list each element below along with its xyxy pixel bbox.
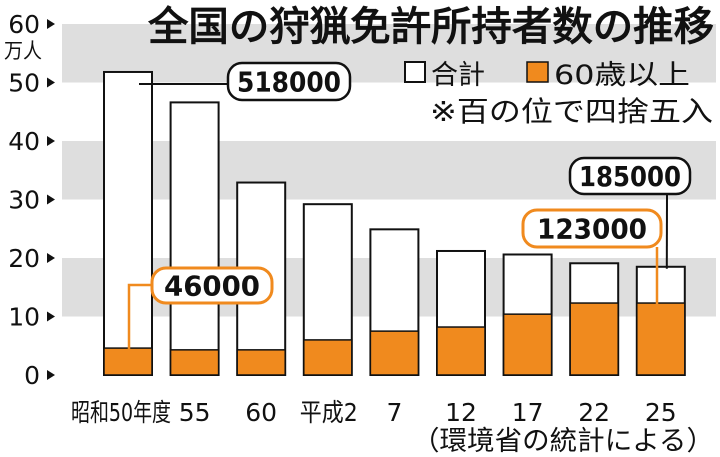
x-tick-label: 昭和50年度 xyxy=(71,398,171,427)
callout-total-first: 518000 xyxy=(138,61,352,102)
x-tick-label: 60 xyxy=(245,398,277,427)
y-tick-marker xyxy=(47,253,55,263)
x-tick-label: 7 xyxy=(386,398,402,427)
callout-label: 46000 xyxy=(164,270,260,303)
y-tick-label: 10 xyxy=(8,303,40,332)
y-tick-label: 50 xyxy=(8,69,40,98)
bar-60-plus-2 xyxy=(236,349,286,376)
bar-60-plus-0 xyxy=(103,347,153,376)
grid-band xyxy=(62,24,716,83)
callout-total-last: 185000 xyxy=(568,156,692,269)
bar-60-plus-6 xyxy=(502,313,553,376)
y-tick-label: 60 xyxy=(8,10,40,39)
x-tick-label: 25 xyxy=(645,398,677,427)
x-tick-label: 22 xyxy=(578,398,610,427)
legend-label-total: 合計 xyxy=(431,60,485,91)
chart-title: 全国の狩猟免許所持者数の推移 xyxy=(147,4,714,50)
callout-label: 123000 xyxy=(537,213,647,246)
bar-60-plus-7 xyxy=(569,302,619,376)
y-axis: 0 10 20 30 40 50 60 xyxy=(8,10,55,390)
y-tick-marker xyxy=(47,194,55,205)
y-tick-marker xyxy=(47,370,55,380)
legend-item-total: 合計 xyxy=(404,60,485,91)
bar-60-plus-3 xyxy=(303,339,353,376)
callout-box xyxy=(226,61,352,102)
legend-swatch-60-plus xyxy=(526,61,549,83)
x-axis: 昭和50年度 55 60 平成2 7 12 17 22 25 xyxy=(71,398,677,427)
callout-60-plus-first: 46000 xyxy=(127,266,274,353)
y-tick-label: 40 xyxy=(8,127,40,156)
y-tick-label: 0 xyxy=(24,361,40,390)
bars xyxy=(103,70,686,377)
legend: 合計 60歳以上 xyxy=(404,60,690,91)
x-tick-label: 55 xyxy=(179,398,211,427)
callout-leader xyxy=(640,247,659,341)
legend-item-60-plus: 60歳以上 xyxy=(526,60,690,91)
y-tick-marker xyxy=(47,77,55,88)
callout-60-plus-last: 123000 xyxy=(521,208,663,341)
x-tick-label: 17 xyxy=(512,398,544,427)
legend-swatch-total xyxy=(404,61,426,83)
bar-60-plus-4 xyxy=(369,330,420,376)
y-tick-marker xyxy=(47,19,55,29)
y-tick-marker xyxy=(47,136,55,146)
y-tick-label: 20 xyxy=(8,244,40,273)
callout-box xyxy=(150,266,274,305)
callout-leader xyxy=(127,283,152,353)
y-tick-marker xyxy=(47,311,55,322)
legend-label-60-plus: 60歳以上 xyxy=(554,60,690,91)
y-tick-label: 30 xyxy=(8,186,40,215)
callout-label: 185000 xyxy=(579,160,681,193)
callouts: 518000 46000 185000 123000 xyxy=(127,61,692,353)
source-note: （環境省の統計による） xyxy=(412,426,714,457)
x-tick-label: 12 xyxy=(445,398,477,427)
y-axis-unit: 万人 xyxy=(4,39,42,63)
callout-box xyxy=(568,156,692,196)
rounding-note: ※百の位で四捨五入 xyxy=(430,95,713,128)
bar-60-plus-5 xyxy=(436,326,486,376)
callout-box xyxy=(521,208,663,249)
callout-label: 518000 xyxy=(237,66,341,99)
bar-total-1 xyxy=(169,101,220,376)
bar-60-plus-1 xyxy=(169,349,220,376)
x-tick-label: 平成2 xyxy=(300,398,358,427)
